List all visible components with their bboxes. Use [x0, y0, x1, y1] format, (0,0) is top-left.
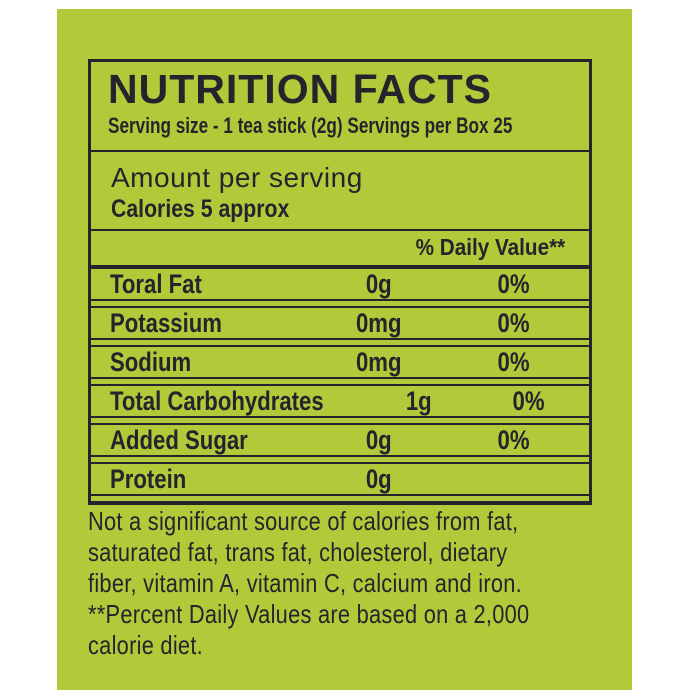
footnote-line: saturated fat, trans fat, cholesterol, d… — [88, 537, 628, 568]
footnote-line: calorie diet. — [88, 630, 628, 661]
nutrient-dv: 0% — [512, 385, 545, 416]
nutrient-amount-cell: 0mg — [319, 307, 439, 338]
nutrient-dv-cell: 0% — [468, 385, 589, 416]
nutrient-name-cell: Total Carbohydrates — [91, 385, 371, 416]
daily-value-header-row: % Daily Value** — [91, 231, 589, 267]
nutrient-amount-cell: 1g — [371, 385, 468, 416]
footnote: Not a significant source of calories fro… — [88, 506, 628, 661]
footnote-text: Not a significant source of calories fro… — [88, 506, 519, 536]
footnote-text: fiber, vitamin A, vitamin C, calcium and… — [88, 568, 523, 598]
nutrient-amount: 0g — [366, 463, 392, 494]
nutrient-dv-cell: 0% — [439, 268, 589, 299]
nutrient-rows: Toral Fat 0g 0% Potassium 0mg 0% Sodium … — [91, 267, 589, 496]
calories-line: Calories 5 approx — [111, 194, 589, 228]
nutrient-dv-cell: 0% — [439, 424, 589, 455]
table-row: Total Carbohydrates 1g 0% — [91, 384, 589, 418]
table-row: Toral Fat 0g 0% — [91, 267, 589, 301]
nutrient-amount: 0g — [366, 268, 392, 299]
nutrient-amount-cell: 0g — [319, 463, 439, 494]
nutrient-dv: 0% — [497, 346, 531, 377]
nutrient-name-cell: Protein — [91, 463, 319, 494]
nutrient-name-cell: Sodium — [91, 346, 319, 377]
nutrient-amount-cell: 0g — [319, 424, 439, 455]
table-row: Protein 0g — [91, 462, 589, 496]
serving-size-line: Serving size - 1 tea stick (2g) Servings… — [108, 112, 577, 143]
amount-per-serving-section: Amount per serving Calories 5 approx — [91, 152, 589, 231]
nutrient-dv-cell — [439, 470, 589, 488]
nutrient-dv-cell: 0% — [439, 307, 589, 338]
nutrient-name-cell: Potassium — [91, 307, 319, 338]
amount-per-serving-heading: Amount per serving — [111, 162, 363, 193]
nutrient-name: Protein — [110, 463, 187, 494]
daily-value-header-text: % Daily Value** — [415, 234, 565, 260]
footnote-text: saturated fat, trans fat, cholesterol, d… — [88, 537, 508, 567]
nutrient-dv: 0% — [497, 424, 531, 455]
calories-text: Calories 5 approx — [111, 195, 290, 223]
nutrient-name: Total Carbohydrates — [110, 385, 324, 416]
nutrition-facts-title: NUTRITION FACTS — [108, 66, 492, 112]
nutrient-dv: 0% — [497, 307, 531, 338]
nutrient-dv: 0% — [497, 268, 531, 299]
nutrient-name: Toral Fat — [110, 268, 202, 299]
nutrient-amount: 0mg — [356, 307, 402, 338]
nutrient-name: Sodium — [110, 346, 192, 377]
header-section: NUTRITION FACTS Serving size - 1 tea sti… — [91, 62, 589, 152]
nutrient-amount: 0mg — [356, 346, 402, 377]
nutrient-name-cell: Toral Fat — [91, 268, 319, 299]
nutrient-name: Added Sugar — [110, 424, 248, 455]
nutrition-facts-table: NUTRITION FACTS Serving size - 1 tea sti… — [88, 59, 592, 505]
table-row: Added Sugar 0g 0% — [91, 423, 589, 457]
table-row: Sodium 0mg 0% — [91, 345, 589, 379]
nutrient-name-cell: Added Sugar — [91, 424, 319, 455]
footnote-text: **Percent Daily Values are based on a 2,… — [88, 599, 530, 629]
serving-size-text: Serving size - 1 tea stick (2g) Servings… — [108, 113, 513, 138]
table-row: Potassium 0mg 0% — [91, 306, 589, 340]
nutrient-amount: 0g — [366, 424, 392, 455]
nutrient-dv-cell: 0% — [439, 346, 589, 377]
footnote-line: **Percent Daily Values are based on a 2,… — [88, 599, 628, 630]
footnote-line: Not a significant source of calories fro… — [88, 506, 628, 537]
nutrient-amount-cell: 0mg — [319, 346, 439, 377]
footnote-text: calorie diet. — [88, 630, 203, 660]
nutrient-name: Potassium — [110, 307, 222, 338]
nutrition-label-panel: NUTRITION FACTS Serving size - 1 tea sti… — [57, 9, 632, 690]
footnote-line: fiber, vitamin A, vitamin C, calcium and… — [88, 568, 628, 599]
nutrient-amount-cell: 0g — [319, 268, 439, 299]
nutrient-amount: 1g — [406, 385, 433, 416]
